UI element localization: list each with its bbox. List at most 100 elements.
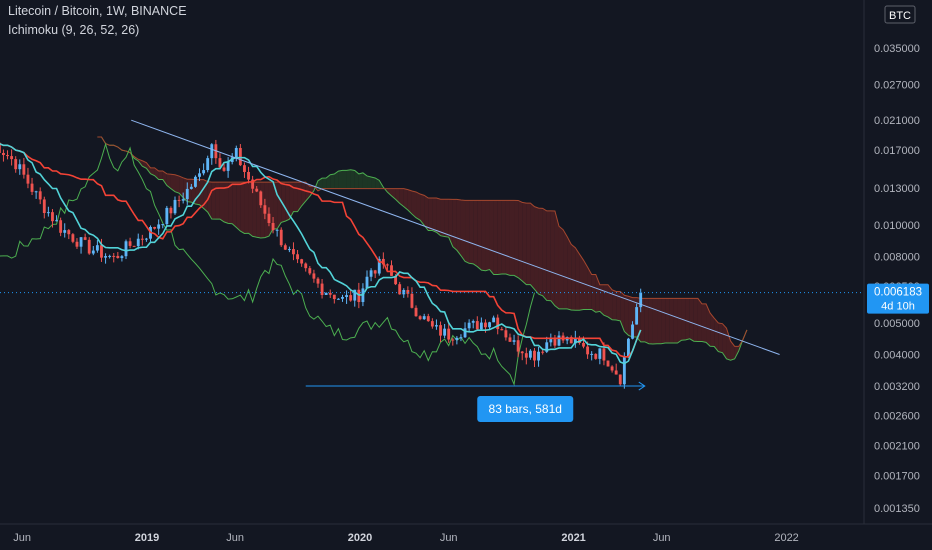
candle: [0, 142, 1, 153]
candle: [377, 256, 381, 276]
candle: [279, 227, 283, 247]
cloud-segment: [354, 170, 359, 189]
candle: [500, 326, 504, 331]
candle: [308, 265, 312, 276]
candle: [46, 206, 50, 217]
drawings[interactable]: 83 bars, 581d: [0, 119, 864, 423]
candle: [336, 298, 340, 300]
cloud-segment: [473, 200, 478, 267]
price-tick-label: 0.017000: [874, 145, 920, 157]
time-scale[interactable]: Jun 2019 Jun 2020 Jun 2021 Jun 2022: [13, 532, 799, 544]
candle: [435, 319, 438, 330]
candle: [316, 277, 320, 288]
cloud-segment: [387, 188, 392, 196]
cloud-segment: [158, 170, 163, 180]
cloud-segment: [518, 200, 523, 281]
price-tick-label: 0.027000: [874, 80, 920, 92]
candle: [18, 159, 22, 175]
price-tick-label: 0.004000: [874, 350, 920, 362]
cloud-segment: [722, 323, 727, 359]
last-price-value: 0.006183: [874, 287, 922, 299]
candle: [173, 196, 177, 215]
cloud-segment: [162, 170, 167, 186]
cloud-segment: [179, 176, 184, 198]
ichimoku-cloud: [101, 136, 747, 361]
cloud-segment: [252, 182, 257, 238]
chart-title[interactable]: Litecoin / Bitcoin, 1W, BINANCE: [8, 4, 187, 18]
candle: [263, 198, 267, 220]
candle: [304, 262, 308, 272]
candle: [627, 337, 630, 359]
candle: [124, 239, 128, 260]
cloud-segment: [289, 182, 294, 220]
candle: [324, 292, 328, 295]
candle: [320, 278, 324, 299]
cloud-segment: [575, 247, 580, 311]
time-tick-label: Jun: [13, 532, 31, 544]
candle: [549, 333, 553, 347]
candle: [22, 157, 26, 179]
cloud-segment: [244, 182, 249, 234]
candle: [402, 288, 406, 298]
cloud-segment: [166, 173, 171, 189]
cloud-segment: [563, 229, 568, 309]
cloud-segment: [460, 200, 466, 262]
time-tick-label: Jun: [653, 532, 671, 544]
cloud-segment: [673, 298, 678, 344]
cloud-segment: [456, 199, 461, 256]
candle: [185, 182, 189, 205]
cloud-segment: [452, 199, 457, 251]
time-tick-label: 2019: [135, 532, 159, 544]
cloud-segment: [530, 203, 535, 290]
price-scale[interactable]: 0.035000 0.027000 0.021000 0.017000 0.013000…: [874, 43, 920, 515]
candle: [406, 286, 410, 298]
trend-line[interactable]: [131, 119, 780, 355]
cloud-segment: [616, 291, 621, 321]
cloud-segment: [657, 298, 662, 344]
candle: [202, 163, 206, 176]
conversion-line: [0, 142, 642, 365]
candle: [59, 217, 63, 237]
cloud-segment: [644, 298, 649, 344]
date-range-measure[interactable]: 83 bars, 581d: [305, 381, 646, 423]
cloud-segment: [693, 298, 698, 342]
candle: [455, 336, 459, 345]
cloud-segment: [334, 171, 339, 189]
candle: [136, 233, 140, 250]
candle: [451, 337, 455, 346]
currency-badge[interactable]: BTC: [884, 5, 916, 24]
cloud-segment: [170, 174, 176, 192]
cloud-segment: [342, 170, 347, 189]
candle: [467, 319, 471, 332]
cloud-segment: [485, 200, 490, 271]
candle: [504, 326, 508, 341]
candle: [218, 153, 222, 170]
cloud-segment: [248, 182, 253, 237]
candle: [271, 217, 275, 234]
candle: [153, 226, 157, 230]
indicator-legend[interactable]: Ichimoku (9, 26, 52, 26): [8, 23, 140, 37]
candle: [169, 206, 173, 219]
cloud-segment: [219, 182, 225, 222]
cloud-segment: [440, 199, 445, 237]
candle: [157, 219, 161, 235]
candle: [255, 186, 259, 193]
cloud-segment: [477, 200, 482, 271]
candle: [443, 323, 447, 339]
candle: [341, 294, 344, 302]
cloud-segment: [277, 182, 282, 229]
cloud-segment: [718, 322, 723, 353]
candle: [177, 195, 181, 208]
candle: [533, 348, 536, 368]
candle: [328, 289, 332, 298]
candle: [430, 318, 434, 329]
cloud-segment: [346, 169, 351, 189]
candle: [95, 240, 99, 253]
currency-badge-text: BTC: [889, 10, 911, 22]
cloud-segment: [612, 289, 617, 321]
candle: [459, 334, 463, 342]
ichimoku-spans: [0, 136, 748, 387]
price-tick-label: 0.035000: [874, 43, 920, 55]
price-tick-label: 0.002100: [874, 441, 920, 453]
